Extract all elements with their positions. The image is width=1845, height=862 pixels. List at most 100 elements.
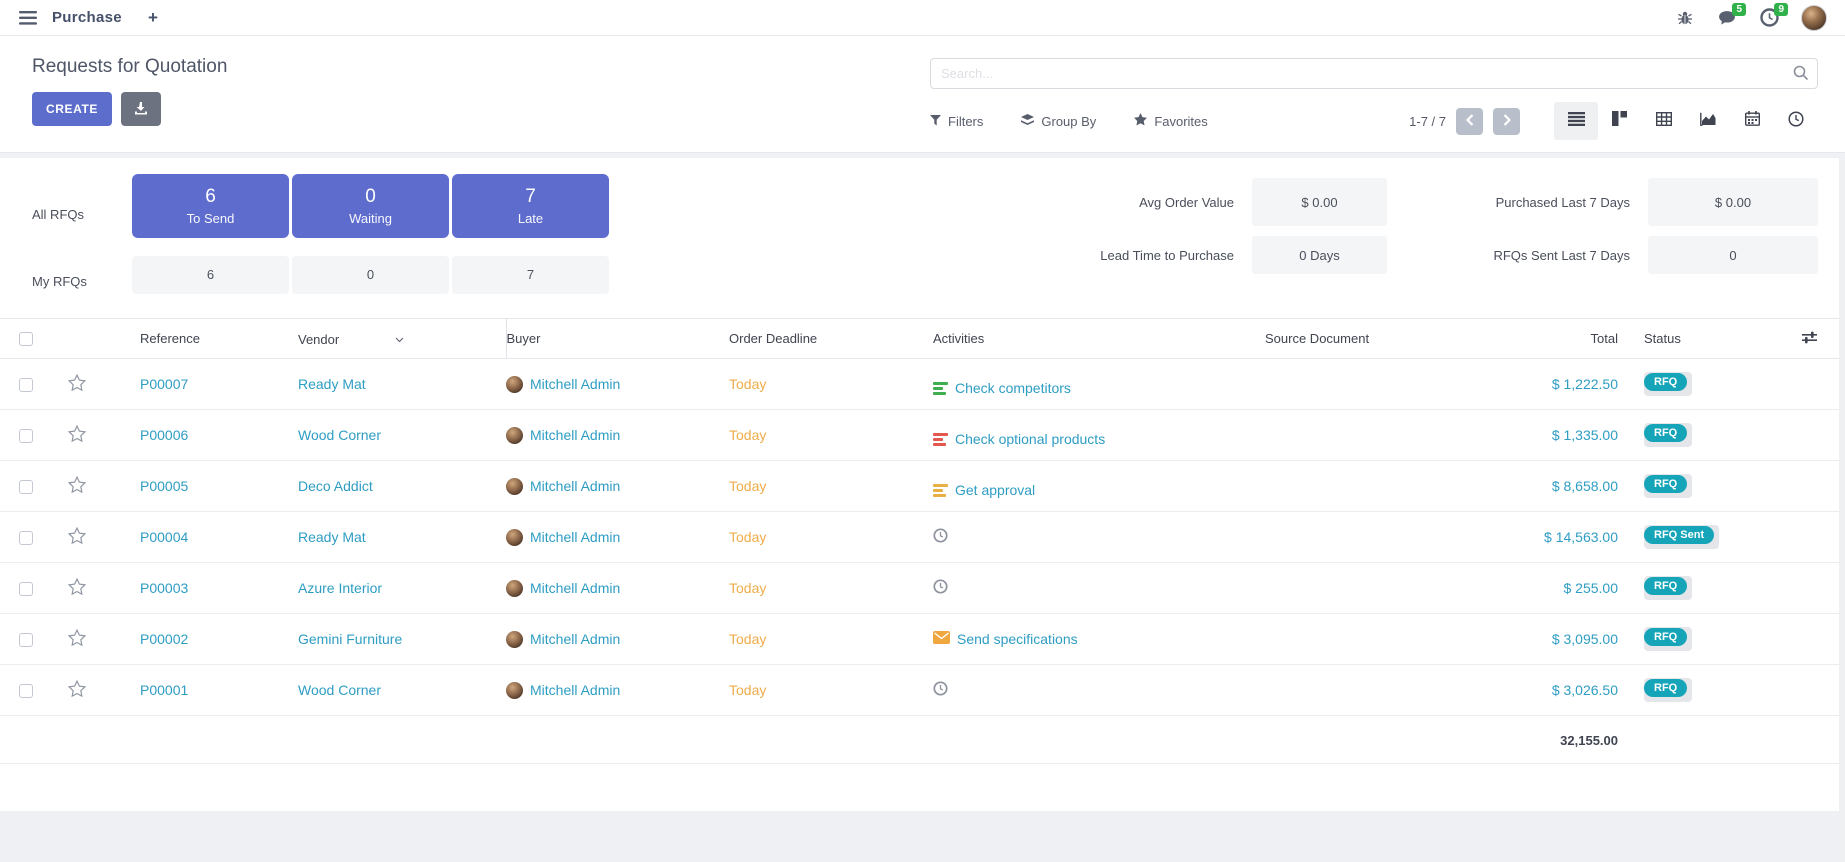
vendor-link[interactable]: Ready Mat — [298, 376, 366, 392]
table-row[interactable]: P00001 Wood Corner Mitchell Admin Today … — [0, 664, 1845, 716]
tile-waiting[interactable]: 0 Waiting — [292, 174, 449, 238]
table-footer-row: 32,155.00 — [0, 715, 1845, 764]
tasks-icon — [933, 483, 948, 497]
reference-link[interactable]: P00007 — [140, 376, 189, 392]
header-source-document[interactable]: Source Document — [1265, 318, 1529, 359]
table-row[interactable]: P00005 Deco Addict Mitchell Admin Today … — [0, 460, 1845, 512]
favorite-star-icon[interactable] — [67, 679, 87, 700]
table-row[interactable]: P00002 Gemini Furniture Mitchell Admin T… — [0, 613, 1845, 665]
kanban-view-button[interactable] — [1598, 102, 1642, 140]
buyer-link[interactable]: Mitchell Admin — [530, 580, 621, 596]
import-button[interactable] — [121, 92, 161, 126]
activity-cell[interactable]: Send specifications — [933, 631, 1078, 647]
search-icon[interactable] — [1793, 65, 1809, 86]
buyer-link[interactable]: Mitchell Admin — [530, 376, 621, 392]
reference-link[interactable]: P00003 — [140, 580, 189, 596]
activity-label: Check competitors — [955, 380, 1071, 397]
vendor-link[interactable]: Ready Mat — [298, 529, 366, 545]
page-title: Requests for Quotation — [32, 56, 228, 77]
buyer-link[interactable]: Mitchell Admin — [530, 427, 621, 443]
filters-button[interactable]: Filters — [930, 114, 983, 129]
row-checkbox[interactable] — [19, 480, 33, 495]
app-menu-purchase[interactable]: Purchase — [52, 9, 122, 26]
my-waiting-tile[interactable]: 0 — [292, 255, 449, 294]
vendor-link[interactable]: Deco Addict — [298, 478, 373, 494]
header-order-deadline[interactable]: Order Deadline — [729, 318, 933, 359]
hamburger-menu-icon[interactable] — [18, 8, 38, 28]
reference-link[interactable]: P00001 — [140, 682, 189, 698]
tile-late[interactable]: 7 Late — [452, 174, 609, 238]
header-status[interactable]: Status — [1624, 318, 1774, 359]
pivot-view-button[interactable] — [1642, 102, 1686, 140]
search-input[interactable] — [930, 58, 1818, 89]
vendor-link[interactable]: Wood Corner — [298, 682, 382, 698]
total-amount: $ 1,335.00 — [1551, 427, 1618, 443]
activity-cell[interactable] — [933, 528, 955, 546]
my-late-tile[interactable]: 7 — [452, 255, 609, 294]
table-row[interactable]: P00004 Ready Mat Mitchell Admin Today $ … — [0, 511, 1845, 563]
pager-previous-button[interactable] — [1456, 107, 1483, 135]
row-checkbox[interactable] — [19, 633, 33, 648]
kpi-lead-time-label: Lead Time to Purchase — [1100, 247, 1234, 263]
debug-bug-icon[interactable] — [1675, 8, 1695, 28]
table-row[interactable]: P00007 Ready Mat Mitchell Admin Today Ch… — [0, 358, 1845, 410]
activity-cell[interactable] — [933, 681, 955, 699]
reference-link[interactable]: P00004 — [140, 529, 189, 545]
buyer-link[interactable]: Mitchell Admin — [530, 478, 621, 494]
group-by-button[interactable]: Group By — [1021, 113, 1096, 129]
messages-icon[interactable]: 5 — [1717, 2, 1746, 28]
reference-link[interactable]: P00006 — [140, 427, 189, 443]
header-vendor[interactable]: Vendor — [298, 318, 507, 359]
vendor-link[interactable]: Gemini Furniture — [298, 631, 403, 647]
reference-link[interactable]: P00002 — [140, 631, 189, 647]
source-document-cell — [1265, 460, 1529, 512]
create-button[interactable]: CREATE — [32, 92, 112, 126]
header-activities[interactable]: Activities — [933, 318, 1265, 359]
favorite-star-icon[interactable] — [67, 526, 87, 547]
row-checkbox[interactable] — [19, 684, 33, 699]
activity-cell[interactable]: Check optional products — [933, 431, 1105, 447]
chevron-right-icon — [1503, 113, 1511, 129]
view-switcher — [1554, 102, 1818, 140]
favorites-button[interactable]: Favorites — [1134, 113, 1208, 129]
buyer-avatar — [506, 528, 523, 546]
row-checkbox[interactable] — [19, 582, 33, 597]
header-reference[interactable]: Reference — [102, 318, 298, 359]
my-to-send-tile[interactable]: 6 — [132, 255, 289, 294]
activity-view-button[interactable] — [1774, 102, 1818, 140]
buyer-link[interactable]: Mitchell Admin — [530, 631, 621, 647]
table-row[interactable]: P00006 Wood Corner Mitchell Admin Today … — [0, 409, 1845, 461]
activities-clock-icon[interactable]: 9 — [1759, 2, 1788, 28]
tile-to-send[interactable]: 6 To Send — [132, 174, 289, 238]
calendar-view-button[interactable] — [1730, 102, 1774, 140]
row-checkbox[interactable] — [19, 531, 33, 546]
kpi-avg-order-value: $ 0.00 — [1252, 178, 1387, 226]
row-checkbox[interactable] — [19, 429, 33, 444]
buyer-link[interactable]: Mitchell Admin — [530, 682, 621, 698]
new-tab-button[interactable]: + — [147, 7, 158, 27]
favorite-star-icon[interactable] — [67, 628, 87, 649]
vendor-link[interactable]: Wood Corner — [298, 427, 382, 443]
header-buyer[interactable]: Buyer — [506, 318, 729, 359]
activity-cell[interactable] — [933, 579, 955, 597]
favorite-star-icon[interactable] — [67, 577, 87, 598]
favorite-star-icon[interactable] — [67, 475, 87, 496]
activity-cell[interactable]: Get approval — [933, 482, 1035, 498]
optional-columns-button[interactable] — [1774, 318, 1845, 359]
header-total[interactable]: Total — [1529, 318, 1624, 359]
activity-cell[interactable]: Check competitors — [933, 380, 1071, 396]
buyer-link[interactable]: Mitchell Admin — [530, 529, 621, 545]
reference-link[interactable]: P00005 — [140, 478, 189, 494]
scrollbar-track[interactable] — [1839, 158, 1845, 862]
list-view-button[interactable] — [1554, 102, 1598, 140]
select-all-checkbox[interactable] — [19, 332, 33, 347]
table-row[interactable]: P00003 Azure Interior Mitchell Admin Tod… — [0, 562, 1845, 614]
favorite-star-icon[interactable] — [67, 424, 87, 445]
user-avatar[interactable] — [1801, 4, 1827, 31]
envelope-icon — [933, 631, 950, 647]
pager-next-button[interactable] — [1493, 107, 1520, 135]
vendor-link[interactable]: Azure Interior — [298, 580, 383, 596]
favorite-star-icon[interactable] — [67, 373, 87, 394]
graph-view-button[interactable] — [1686, 102, 1730, 140]
row-checkbox[interactable] — [19, 378, 33, 393]
